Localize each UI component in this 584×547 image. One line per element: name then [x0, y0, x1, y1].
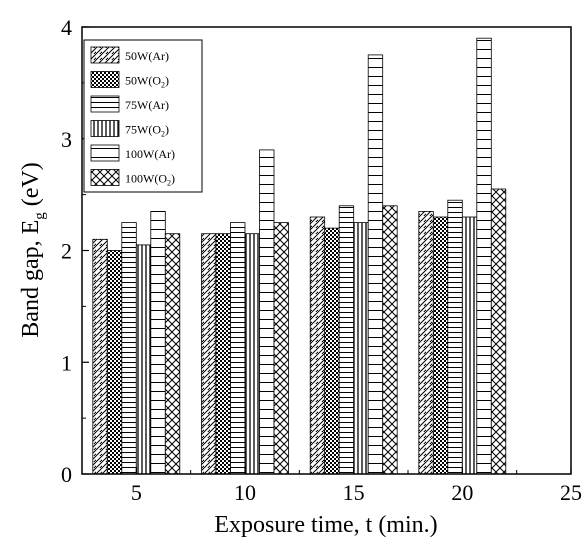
legend-box: [83, 39, 203, 193]
bar-50W(O2)-t5: [106, 250, 123, 475]
legend: 50W(Ar) 50W(O2) 75W(Ar) 75W(O2) 100W(Ar) 100W…: [83, 39, 203, 193]
y-axis-title: Band gap, Eg (eV): [18, 162, 48, 337]
bar-series-group: [92, 37, 507, 475]
y-tick-label-1: 1: [61, 350, 72, 375]
legend-label-75W(O2): 75W(O2): [125, 123, 169, 139]
bar-75W(Ar)-t10: [230, 222, 246, 475]
bar-100W(Ar)-t10: [259, 149, 275, 475]
bar-75W(O2)-t5: [135, 244, 152, 475]
legend-swatch-50W(O2): [90, 71, 120, 88]
bar-50W(Ar)-t5: [92, 238, 108, 475]
x-tick-label-5: 5: [131, 480, 142, 505]
bar-75W(Ar)-t5: [121, 222, 137, 475]
x-tick-label-25: 25: [560, 480, 582, 505]
bar-100W(O2)-t20: [490, 188, 507, 475]
legend-swatch-100W(Ar): [90, 144, 120, 162]
x-tick-label-15: 15: [343, 480, 365, 505]
x-axis: 5 10 15 20 25: [81, 467, 582, 505]
bar-50W(Ar)-t10: [201, 233, 217, 475]
y-tick-label-0: 0: [61, 462, 72, 487]
x-tick-label-10: 10: [234, 480, 256, 505]
y-tick-label-4: 4: [61, 15, 72, 40]
bar-100W(Ar)-t20: [476, 37, 492, 475]
bar-50W(O2)-t20: [432, 216, 449, 475]
bar-100W(O2)-t15: [382, 205, 398, 475]
legend-label-50W(O2): 50W(O2): [125, 74, 169, 90]
bar-100W(Ar)-t5: [150, 210, 166, 475]
legend-label-100W(Ar): 100W(Ar): [125, 147, 175, 161]
legend-label-75W(Ar): 75W(Ar): [125, 98, 169, 112]
x-tick-label-20: 20: [451, 480, 473, 505]
bar-75W(Ar)-t15: [338, 205, 355, 475]
bar-100W(O2)-t10: [273, 222, 289, 475]
bar-50W(Ar)-t15: [309, 216, 326, 475]
legend-swatch-75W(Ar): [90, 95, 120, 113]
y-tick-label-3: 3: [61, 127, 72, 152]
bar-75W(Ar)-t20: [447, 199, 463, 475]
bar-100W(O2)-t5: [164, 233, 181, 475]
bar-75W(O2)-t15: [353, 222, 369, 475]
legend-swatch-50W(Ar): [90, 46, 120, 64]
legend-label-50W(Ar): 50W(Ar): [125, 49, 169, 63]
legend-swatch-75W(O2): [90, 120, 120, 137]
y-axis-title-main: Band gap, E: [18, 220, 44, 338]
legend-label-100W(O2): 100W(O2): [125, 172, 175, 188]
y-axis-title-unit: (eV): [18, 162, 44, 212]
y-axis-title-sub: g: [32, 212, 48, 220]
bar-75W(O2)-t10: [244, 233, 260, 475]
legend-swatch-100W(O2): [90, 169, 120, 186]
bar-50W(O2)-t15: [324, 227, 340, 475]
bar-75W(O2)-t20: [461, 216, 478, 475]
bar-50W(Ar)-t20: [418, 210, 434, 475]
y-tick-label-2: 2: [61, 239, 72, 264]
bar-100W(Ar)-t15: [367, 54, 384, 475]
bar-50W(O2)-t10: [215, 233, 231, 475]
x-axis-title: Exposure time, t (min.): [214, 512, 437, 538]
